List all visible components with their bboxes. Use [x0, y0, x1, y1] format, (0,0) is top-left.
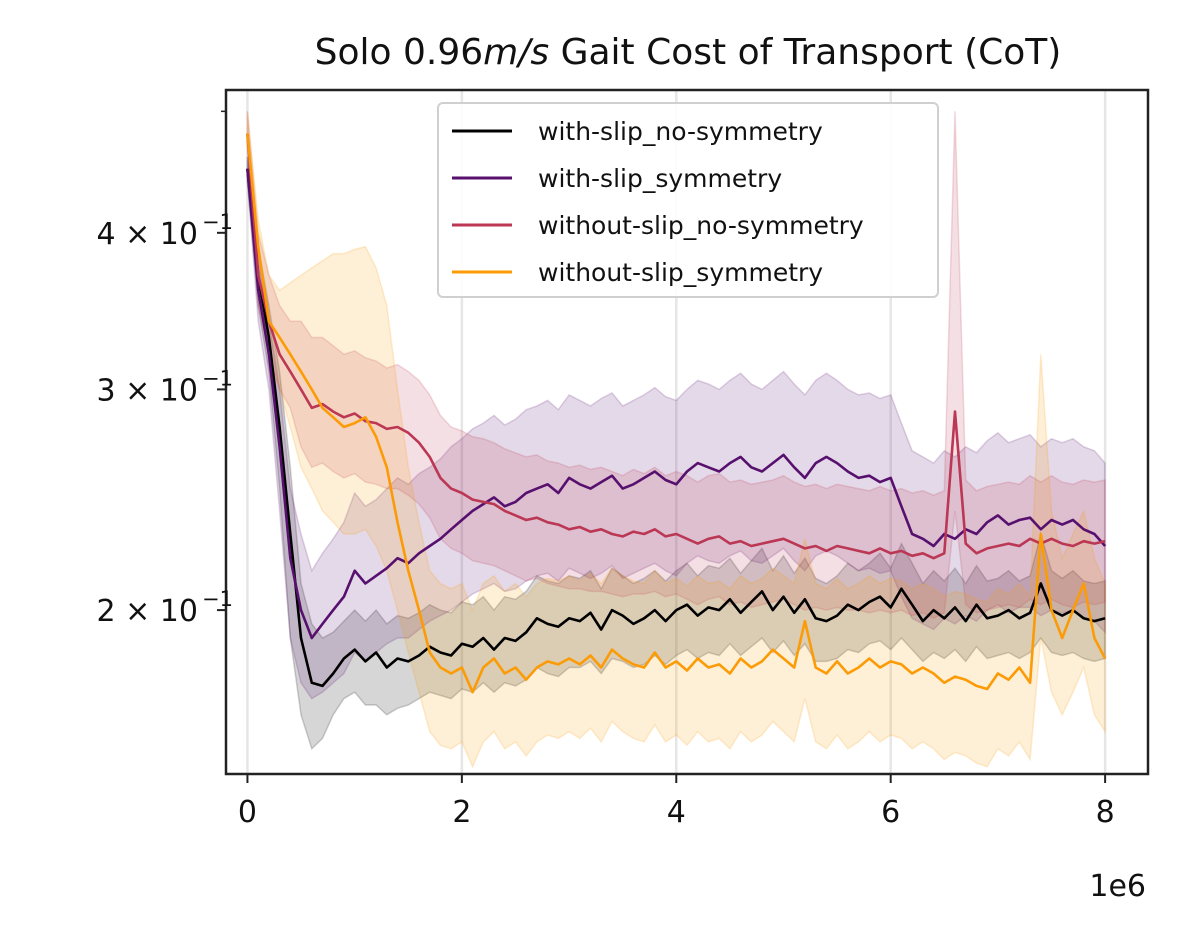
y-tick-label: 3 × 10	[97, 373, 198, 408]
legend-frame	[437, 102, 939, 298]
chart-title: Solo 0.96m/s Gait Cost of Transport (CoT…	[315, 32, 1062, 73]
y-tick-label: 2 × 10	[97, 594, 198, 629]
x-tick-label: 4	[667, 795, 686, 830]
x-axis: 0 2 4 6 8	[238, 774, 1115, 830]
band-without-slip_symmetry	[246, 111, 1106, 769]
legend-label: without-slip_no-symmetry	[538, 211, 864, 240]
x-tick-label: 6	[881, 795, 900, 830]
y-axis: 2 × 10 −13 × 10 −14 × 10 −1	[97, 110, 233, 629]
y-tick-exponent: −1	[202, 587, 233, 611]
legend-label: without-slip_symmetry	[538, 258, 823, 287]
band-without-slip_no-symmetry	[246, 111, 1106, 620]
legend: with-slip_no-symmetry with-slip_symmetryw…	[437, 102, 939, 298]
plot-frame	[224, 88, 1150, 776]
y-tick-exponent: −1	[202, 210, 233, 234]
chart-title-part-2: m/s	[483, 32, 549, 73]
y-tick-exponent: −1	[202, 366, 233, 390]
chart-title-part-3: Gait Cost of Transport (CoT)	[549, 32, 1061, 73]
x-tick-label: 0	[238, 795, 257, 830]
x-tick-label: 2	[452, 795, 471, 830]
line-with-slip_no-symmetry	[246, 168, 1106, 688]
x-offset-label: 1e6	[1089, 869, 1146, 904]
legend-label: with-slip_symmetry	[538, 164, 782, 193]
legend-label: with-slip_no-symmetry	[538, 117, 823, 146]
line-without-slip_no-symmetry	[246, 133, 1106, 560]
line-without-slip_symmetry	[246, 133, 1107, 694]
series-lines	[246, 133, 1107, 694]
y-tick-label: 4 × 10	[97, 217, 198, 252]
line-with-slip_symmetry	[246, 168, 1107, 640]
confidence-bands	[246, 111, 1106, 769]
chart-title-part-1: Solo 0.96	[315, 32, 484, 73]
band-with-slip_symmetry	[246, 156, 1106, 700]
x-tick-label: 8	[1096, 795, 1115, 830]
